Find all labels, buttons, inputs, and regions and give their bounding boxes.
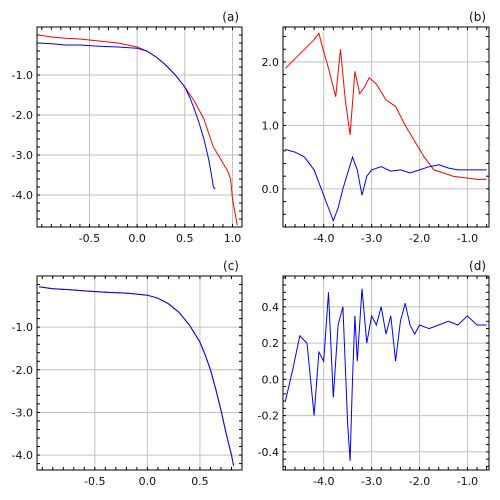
x-tick-label: -3.0: [361, 232, 382, 245]
panel-0: -0.5 0.0 0.5 1.0 -1.0 -2.0 -3.0 -4.0 (a): [12, 10, 243, 245]
x-tick-label: 0.0: [139, 475, 157, 488]
plot-frame: [282, 275, 490, 471]
series-line-1: [39, 286, 235, 466]
x-tick-label: -3.0: [361, 475, 382, 488]
y-tick-label: 0.2: [262, 337, 280, 350]
panel-label: (c): [223, 259, 239, 273]
series-line-0: [284, 288, 487, 461]
panel-label: (d): [469, 259, 486, 273]
y-tick-label: 0.4: [262, 301, 280, 314]
series-line-0: [39, 286, 235, 466]
plot-frame: [282, 26, 490, 228]
y-tick-label: -2.0: [12, 109, 33, 122]
series-line-1: [285, 149, 487, 223]
plot-frame: [36, 275, 243, 471]
x-tick-label: -4.0: [313, 475, 334, 488]
panel-1: -4.0 -3.0 -2.0 -1.0 0.0 1.0 2.0 (b): [262, 10, 490, 245]
y-tick-label: -0.2: [258, 410, 279, 423]
series-line-0: [38, 34, 238, 226]
panel-label: (a): [222, 10, 239, 24]
plot-frame: [36, 26, 243, 228]
x-tick-label: -0.5: [79, 232, 100, 245]
x-tick-label: -1.0: [457, 232, 478, 245]
series-line-1: [38, 42, 216, 190]
y-tick-label: -4.0: [12, 189, 33, 202]
x-tick-label: 0.5: [191, 475, 209, 488]
y-tick-label: -1.0: [12, 321, 33, 334]
x-tick-label: -0.5: [84, 475, 105, 488]
y-tick-label: -2.0: [12, 364, 33, 377]
y-tick-label: -3.0: [12, 149, 33, 162]
x-tick-label: 1.0: [224, 232, 242, 245]
y-tick-label: -0.4: [258, 446, 279, 459]
x-tick-label: -2.0: [409, 232, 430, 245]
series-line-0: [285, 32, 487, 180]
y-tick-label: 0.0: [262, 183, 280, 196]
y-tick-label: 0.0: [262, 373, 280, 386]
y-tick-label: 1.0: [262, 119, 280, 132]
y-tick-label: 2.0: [262, 56, 280, 69]
panel-3: -4.0 -3.0 -2.0 -1.0 -0.4 -0.2 0.0 0.2 0.4 (d): [258, 259, 490, 488]
panel-2: -0.5 0.0 0.5 -1.0 -2.0 -3.0 -4.0 (c): [12, 259, 243, 488]
x-tick-label: -4.0: [313, 232, 334, 245]
y-tick-label: -4.0: [12, 449, 33, 462]
x-tick-label: -2.0: [409, 475, 430, 488]
y-tick-label: -3.0: [12, 406, 33, 419]
x-tick-label: -1.0: [457, 475, 478, 488]
y-tick-label: -1.0: [12, 69, 33, 82]
x-tick-label: 0.5: [176, 232, 194, 245]
x-tick-label: 0.0: [128, 232, 146, 245]
panel-label: (b): [469, 10, 486, 24]
